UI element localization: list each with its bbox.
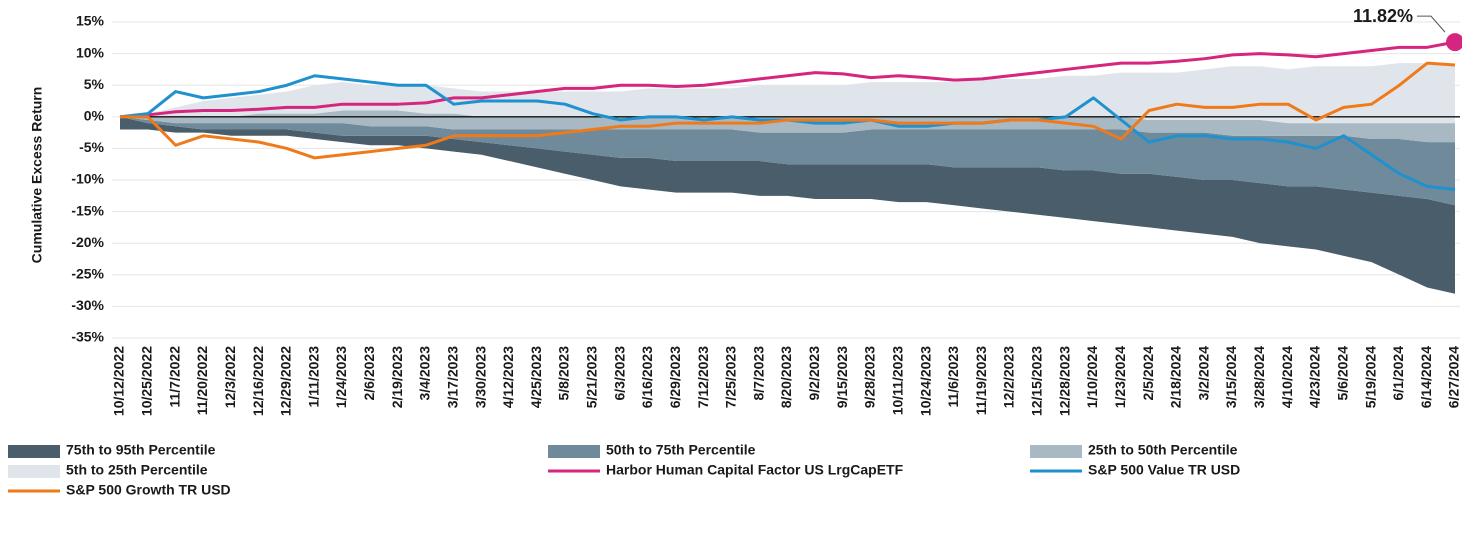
legend-swatch <box>8 465 60 478</box>
legend-label: 5th to 25th Percentile <box>66 462 208 478</box>
legend-label: S&P 500 Growth TR USD <box>66 482 231 498</box>
percentile-band <box>120 63 1455 124</box>
x-tick-label: 12/2/2023 <box>1001 346 1017 408</box>
legend-label: Harbor Human Capital Factor US LrgCapETF <box>606 462 904 478</box>
x-tick-label: 6/16/2023 <box>639 346 655 408</box>
x-tick-label: 1/10/2024 <box>1084 346 1100 408</box>
x-tick-label: 11/19/2023 <box>973 346 989 416</box>
legend-label: 25th to 50th Percentile <box>1088 442 1238 458</box>
x-tick-label: 5/21/2023 <box>584 346 600 408</box>
y-tick-label: 10% <box>76 44 105 60</box>
x-tick-label: 6/1/2024 <box>1390 346 1406 401</box>
x-tick-label: 5/6/2024 <box>1334 346 1350 401</box>
annotation-leader <box>1417 15 1446 33</box>
x-tick-label: 1/23/2024 <box>1112 346 1128 408</box>
x-tick-label: 3/28/2024 <box>1251 346 1267 408</box>
legend-label: 75th to 95th Percentile <box>66 442 216 458</box>
series-line <box>119 40 1456 119</box>
x-tick-label: 4/10/2024 <box>1279 346 1295 408</box>
x-tick-label: 11/6/2023 <box>945 346 961 408</box>
x-tick-label: 6/29/2023 <box>667 346 683 408</box>
x-tick-label: 3/15/2024 <box>1223 346 1239 408</box>
legend-swatch <box>8 445 60 458</box>
x-tick-label: 2/19/2023 <box>389 346 405 408</box>
y-tick-label: -15% <box>71 202 104 218</box>
x-tick-label: 6/27/2024 <box>1446 346 1462 408</box>
x-tick-label: 8/20/2023 <box>778 346 794 408</box>
x-tick-label: 9/15/2023 <box>834 346 850 408</box>
x-tick-label: 4/12/2023 <box>500 346 516 408</box>
y-tick-label: -35% <box>71 329 104 345</box>
x-tick-label: 7/25/2023 <box>723 346 739 408</box>
x-tick-label: 3/4/2023 <box>417 346 433 401</box>
x-tick-label: 8/7/2023 <box>750 346 766 401</box>
x-tick-label: 9/2/2023 <box>806 346 822 401</box>
annotation-label: 11.82% <box>1353 6 1413 26</box>
x-tick-label: 11/7/2022 <box>166 346 182 408</box>
x-tick-label: 2/5/2024 <box>1140 346 1156 401</box>
x-tick-label: 4/23/2024 <box>1307 346 1323 408</box>
percentile-band <box>120 116 1455 294</box>
x-tick-label: 3/30/2023 <box>472 346 488 408</box>
x-tick-label: 5/8/2023 <box>556 346 572 401</box>
x-tick-label: 12/29/2022 <box>278 346 294 416</box>
x-tick-label: 5/19/2024 <box>1362 346 1378 408</box>
legend-label: S&P 500 Value TR USD <box>1088 462 1240 478</box>
x-tick-label: 10/11/2023 <box>889 346 905 416</box>
y-tick-label: 5% <box>84 76 105 92</box>
end-marker <box>1446 33 1462 52</box>
x-tick-label: 10/24/2023 <box>917 346 933 416</box>
y-tick-label: -5% <box>79 139 104 155</box>
legend-swatch <box>548 445 600 458</box>
x-tick-label: 4/25/2023 <box>528 346 544 408</box>
x-tick-label: 2/18/2024 <box>1168 346 1184 408</box>
y-tick-label: -25% <box>71 266 104 282</box>
y-axis-title: Cumulative Excess Return <box>29 87 45 264</box>
x-tick-label: 12/3/2022 <box>222 346 238 408</box>
x-tick-label: 3/17/2023 <box>444 346 460 408</box>
x-tick-label: 11/20/2022 <box>194 346 210 416</box>
x-tick-label: 1/24/2023 <box>333 346 349 408</box>
y-tick-label: 0% <box>84 108 105 124</box>
x-tick-label: 2/6/2023 <box>361 346 377 401</box>
legend-swatch <box>1030 445 1082 458</box>
x-tick-label: 3/2/2024 <box>1195 346 1211 401</box>
x-tick-label: 12/16/2022 <box>250 346 266 416</box>
y-tick-label: -20% <box>71 234 104 250</box>
y-tick-label: 15% <box>76 13 105 29</box>
x-tick-label: 12/15/2023 <box>1029 346 1045 416</box>
x-tick-label: 12/28/2023 <box>1056 346 1072 416</box>
y-tick-label: -30% <box>71 297 104 313</box>
series-line <box>120 61 1456 160</box>
x-tick-label: 1/11/2023 <box>305 346 321 408</box>
x-tick-label: 10/25/2022 <box>139 346 155 416</box>
x-tick-label: 9/28/2023 <box>862 346 878 408</box>
x-tick-label: 7/12/2023 <box>695 346 711 408</box>
legend-label: 50th to 75th Percentile <box>606 442 756 458</box>
x-tick-label: 10/12/2022 <box>111 346 127 416</box>
x-tick-label: 6/3/2023 <box>611 346 627 401</box>
x-tick-label: 6/14/2024 <box>1418 346 1434 408</box>
y-tick-label: -10% <box>71 171 104 187</box>
